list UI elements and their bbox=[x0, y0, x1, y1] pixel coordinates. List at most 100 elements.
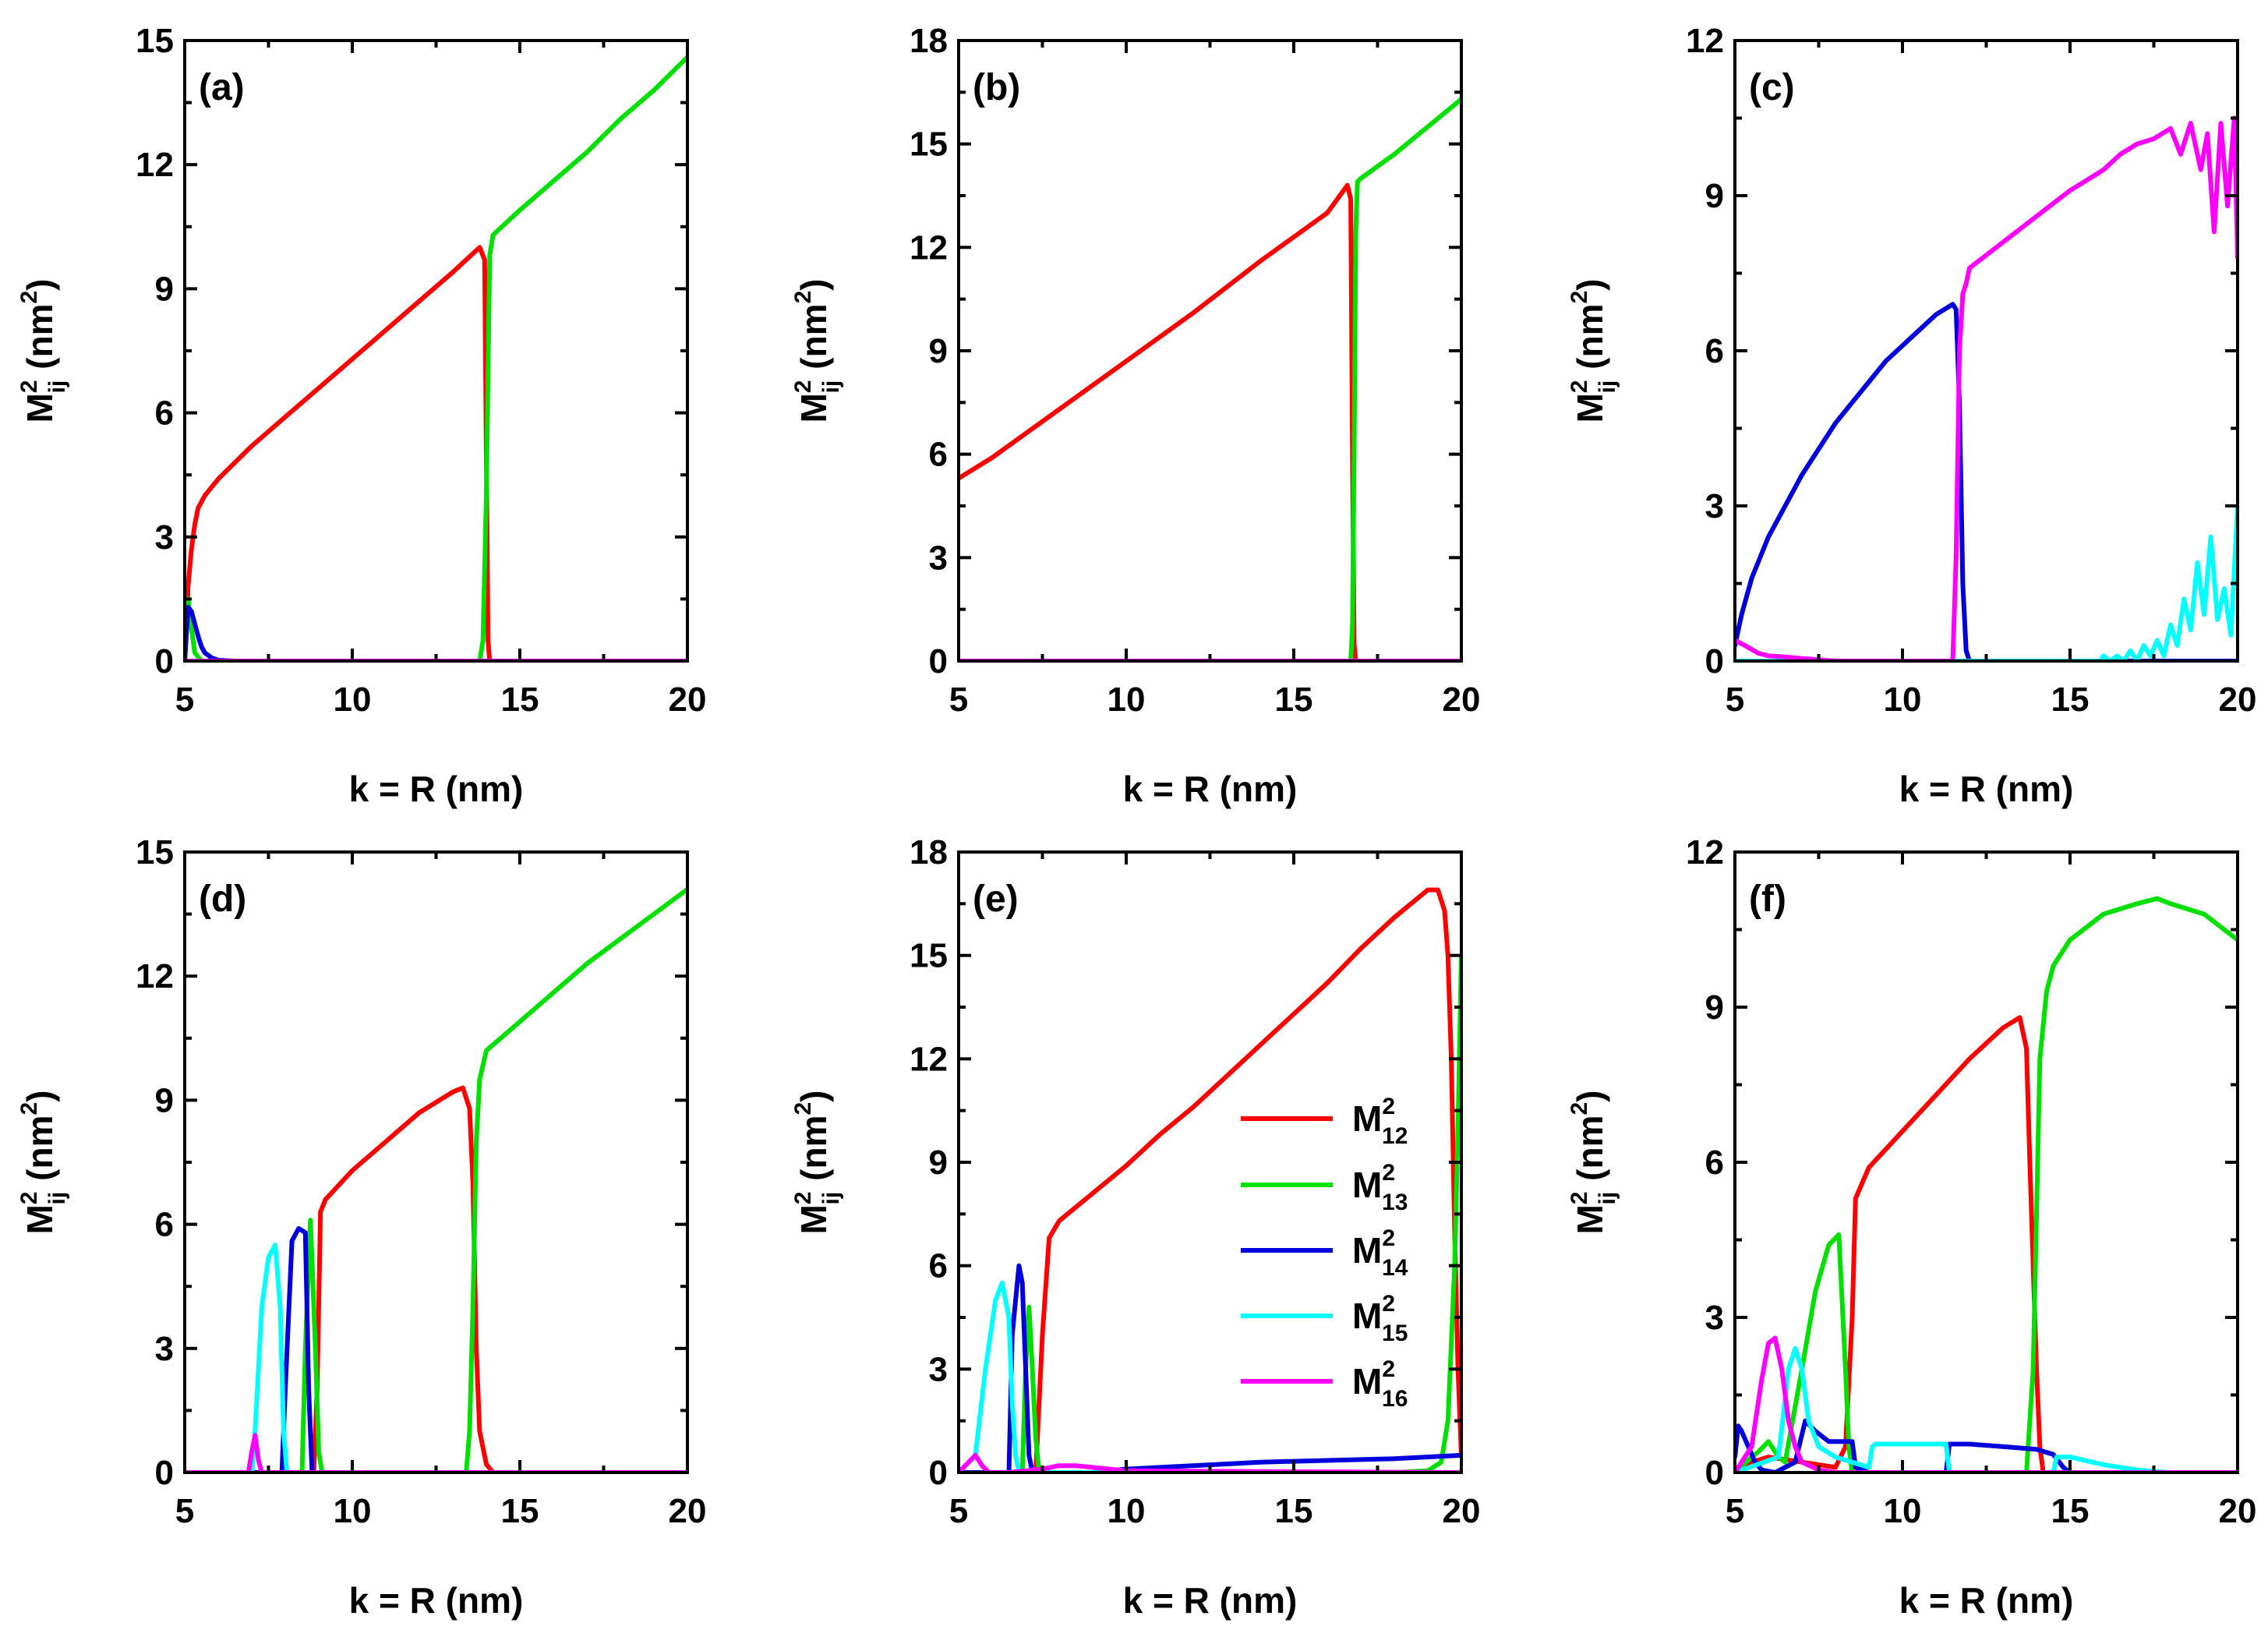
y-label-sub: ij bbox=[1595, 1192, 1620, 1205]
y-label-sub: ij bbox=[818, 1192, 844, 1205]
x-tick-label: 20 bbox=[669, 1492, 707, 1530]
series-line-m12 bbox=[1735, 1015, 2238, 1473]
y-label-unit-end: ) bbox=[793, 278, 834, 290]
legend-label-base: M bbox=[1352, 1098, 1382, 1139]
legend-label-sup: 2 bbox=[1382, 1356, 1395, 1382]
x-tick-label: 10 bbox=[1884, 1492, 1922, 1530]
series-line-m12 bbox=[959, 887, 1461, 1473]
y-tick-label: 9 bbox=[929, 332, 948, 370]
y-label-base: M bbox=[19, 393, 60, 423]
y-label-unit-end: ) bbox=[19, 278, 60, 290]
y-tick-label: 0 bbox=[1705, 642, 1724, 681]
series-line-m13 bbox=[1735, 896, 2238, 1473]
legend-label-sup: 2 bbox=[1382, 1160, 1395, 1186]
x-tick-label: 20 bbox=[2219, 1492, 2257, 1530]
series-group bbox=[1735, 896, 2238, 1473]
y-tick-label: 6 bbox=[1705, 1144, 1724, 1182]
y-tick-label: 3 bbox=[1705, 487, 1724, 525]
y-label-sup: 2 bbox=[790, 380, 816, 394]
y-tick-label: 9 bbox=[155, 1081, 174, 1119]
x-tick-label: 20 bbox=[1443, 1492, 1481, 1530]
y-tick-label: 15 bbox=[136, 22, 174, 60]
series-line-m14 bbox=[959, 1263, 1461, 1473]
x-axis-label: k = R (nm) bbox=[1123, 769, 1298, 809]
y-tick-label: 9 bbox=[1705, 177, 1724, 215]
legend-label-m12: M2 12 bbox=[1352, 1094, 1408, 1149]
x-tick-label: 10 bbox=[1884, 681, 1922, 719]
y-tick-label: 12 bbox=[910, 228, 948, 267]
y-tick-label: 3 bbox=[155, 1330, 174, 1368]
panel-label: (f) bbox=[1749, 879, 1786, 920]
x-tick-label: 5 bbox=[175, 1492, 194, 1530]
series-line-m13 bbox=[185, 55, 687, 661]
series-line-m14 bbox=[1735, 1418, 2238, 1473]
y-tick-label: 15 bbox=[910, 126, 948, 164]
legend-label-m16: M2 16 bbox=[1352, 1356, 1408, 1412]
series-line-m14 bbox=[1735, 302, 2238, 661]
y-label-unit-end: ) bbox=[1570, 1090, 1610, 1101]
legend-label-sub: 15 bbox=[1382, 1321, 1408, 1346]
series-line-m15 bbox=[185, 1243, 687, 1473]
legend-label-m14: M2 14 bbox=[1352, 1225, 1408, 1281]
y-label-unit: (nm bbox=[1570, 1115, 1610, 1181]
y-tick-label: 12 bbox=[1686, 833, 1724, 872]
y-label-unit: (nm bbox=[19, 304, 60, 369]
y-tick-label: 12 bbox=[136, 146, 174, 184]
x-axis-label: k = R (nm) bbox=[1899, 769, 2074, 809]
y-tick-label: 18 bbox=[910, 22, 948, 60]
y-tick-label: 3 bbox=[1705, 1299, 1724, 1337]
x-tick-label: 5 bbox=[1726, 1492, 1744, 1530]
series-line-m15 bbox=[959, 1280, 1461, 1473]
x-tick-label: 15 bbox=[1275, 681, 1313, 719]
y-label-unit-sup: 2 bbox=[790, 1102, 816, 1115]
y-axis-label: M2 ij(nm2) bbox=[16, 278, 70, 423]
y-tick-label: 6 bbox=[929, 1247, 948, 1285]
series-line-m12 bbox=[185, 245, 687, 661]
panel-label: (a) bbox=[199, 67, 245, 108]
y-label-sub: ij bbox=[1595, 380, 1620, 394]
series-line-m16 bbox=[1735, 115, 2238, 661]
y-tick-label: 0 bbox=[929, 642, 948, 681]
y-tick-label: 9 bbox=[1705, 988, 1724, 1027]
series-group bbox=[959, 97, 1461, 661]
y-tick-label: 18 bbox=[910, 833, 948, 872]
series-line-m12 bbox=[185, 1085, 687, 1473]
panel-label: (b) bbox=[973, 67, 1020, 108]
x-tick-label: 15 bbox=[501, 681, 539, 719]
panel-label: (e) bbox=[973, 879, 1019, 920]
y-label-unit-sup: 2 bbox=[790, 291, 816, 304]
y-tick-label: 0 bbox=[929, 1454, 948, 1492]
y-tick-label: 3 bbox=[155, 518, 174, 557]
x-tick-label: 15 bbox=[1275, 1492, 1313, 1530]
y-axis-label: M2 ij(nm2) bbox=[1567, 278, 1620, 423]
y-label-base: M bbox=[793, 393, 834, 423]
x-axis-label: k = R (nm) bbox=[349, 769, 524, 809]
y-tick-label: 3 bbox=[929, 1350, 948, 1388]
y-tick-label: 12 bbox=[1686, 22, 1724, 60]
y-tick-label: 6 bbox=[155, 1206, 174, 1244]
legend-label-m13: M2 13 bbox=[1352, 1160, 1408, 1215]
y-label-unit: (nm bbox=[19, 1115, 60, 1181]
legend-label-base: M bbox=[1352, 1165, 1382, 1205]
y-tick-label: 15 bbox=[910, 937, 948, 975]
x-tick-label: 20 bbox=[2219, 681, 2257, 719]
x-tick-label: 5 bbox=[175, 681, 194, 719]
legend-label-sub: 13 bbox=[1382, 1190, 1408, 1215]
series-group bbox=[959, 887, 1461, 1473]
y-label-sup: 2 bbox=[1567, 380, 1592, 394]
plot-frame bbox=[183, 39, 689, 663]
series-line-m16 bbox=[1735, 1335, 2238, 1473]
y-label-sup: 2 bbox=[16, 1192, 42, 1205]
x-tick-label: 5 bbox=[1726, 681, 1744, 719]
y-tick-label: 6 bbox=[929, 436, 948, 474]
y-tick-label: 9 bbox=[929, 1144, 948, 1182]
series-line-m15 bbox=[1735, 1345, 2238, 1473]
y-label-unit-sup: 2 bbox=[16, 1102, 42, 1115]
y-label-unit-sup: 2 bbox=[16, 291, 42, 304]
y-label-base: M bbox=[19, 1204, 60, 1234]
